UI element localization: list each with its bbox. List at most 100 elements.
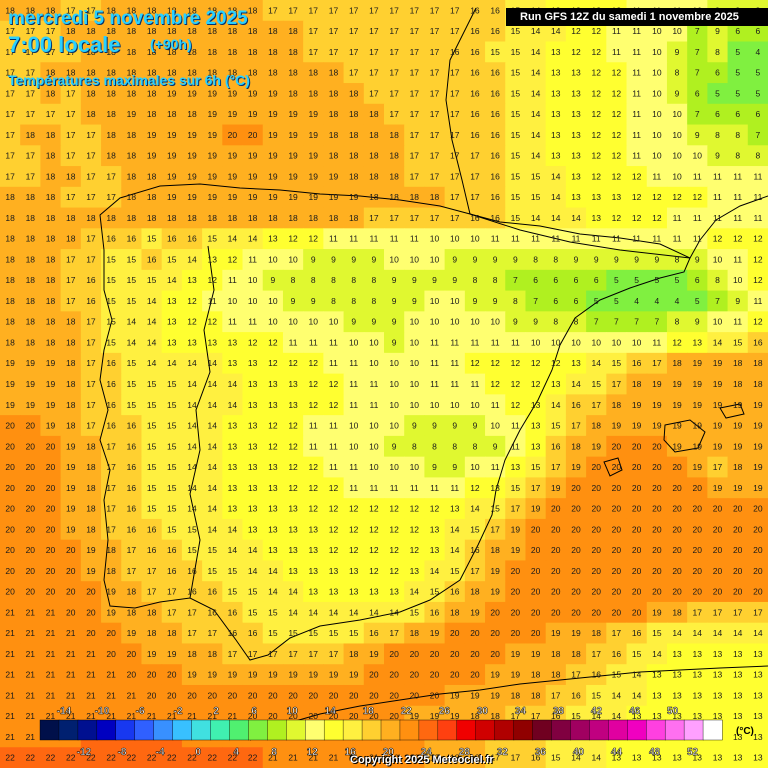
temperature-value: 19 bbox=[228, 171, 238, 181]
temperature-value: 20 bbox=[127, 670, 137, 680]
temperature-cell bbox=[363, 415, 385, 437]
temperature-cell bbox=[565, 41, 587, 63]
temperature-cell bbox=[666, 415, 688, 437]
temperature-value: 20 bbox=[329, 690, 339, 700]
temperature-cell bbox=[404, 435, 426, 458]
temperature-value: 12 bbox=[713, 234, 723, 244]
temperature-cell bbox=[181, 249, 203, 271]
temperature-value: 16 bbox=[127, 483, 137, 493]
temperature-value: 12 bbox=[268, 421, 278, 431]
legend-swatch bbox=[58, 719, 79, 741]
temperature-cell bbox=[60, 249, 82, 271]
temperature-value: 16 bbox=[147, 545, 157, 555]
temperature-cell bbox=[444, 20, 466, 43]
temperature-cell bbox=[323, 373, 345, 395]
temperature-value: 18 bbox=[66, 234, 76, 244]
temperature-cell bbox=[202, 103, 223, 126]
temperature-value: 21 bbox=[26, 670, 36, 680]
temperature-value: 20 bbox=[612, 504, 622, 514]
temperature-cell bbox=[60, 228, 82, 250]
temperature-cell bbox=[727, 415, 749, 437]
temperature-cell bbox=[262, 0, 284, 22]
temperature-cell bbox=[565, 249, 587, 271]
temperature-value: 19 bbox=[106, 587, 116, 597]
temperature-value: 19 bbox=[26, 358, 36, 368]
temperature-value: 13 bbox=[369, 587, 379, 597]
temperature-value: 8 bbox=[715, 130, 720, 140]
temperature-value: 9 bbox=[432, 421, 437, 431]
temperature-cell bbox=[525, 166, 547, 188]
temperature-cell bbox=[687, 332, 708, 354]
temperature-value: 20 bbox=[612, 524, 622, 534]
temperature-value: 15 bbox=[248, 587, 258, 597]
temperature-value: 18 bbox=[187, 213, 197, 223]
temperature-cell bbox=[141, 394, 163, 416]
temperature-value: 9 bbox=[533, 317, 538, 327]
temperature-cell bbox=[727, 145, 749, 167]
temperature-value: 16 bbox=[490, 171, 500, 181]
temperature-cell bbox=[323, 124, 345, 146]
temperature-value: 20 bbox=[46, 483, 56, 493]
temperature-value: 19 bbox=[733, 441, 743, 451]
temperature-cell bbox=[404, 394, 426, 416]
temperature-cell bbox=[101, 124, 122, 146]
temperature-value: 10 bbox=[672, 26, 682, 36]
temperature-cell bbox=[222, 394, 244, 416]
temperature-value: 21 bbox=[86, 670, 96, 680]
temperature-cell bbox=[40, 290, 62, 312]
temperature-value: 14 bbox=[571, 379, 581, 389]
temperature-cell bbox=[40, 435, 62, 458]
temperature-value: 15 bbox=[228, 587, 238, 597]
temperature-value: 17 bbox=[288, 649, 298, 659]
temperature-value: 17 bbox=[591, 400, 601, 410]
temperature-cell bbox=[687, 166, 708, 188]
temperature-value: 15 bbox=[187, 524, 197, 534]
temperature-value: 10 bbox=[490, 317, 500, 327]
temperature-value: 20 bbox=[450, 649, 460, 659]
temperature-value: 18 bbox=[591, 628, 601, 638]
temperature-value: 19 bbox=[66, 504, 76, 514]
temperature-value: 17 bbox=[410, 68, 420, 78]
temperature-value: 10 bbox=[430, 234, 440, 244]
temperature-value: 14 bbox=[248, 234, 258, 244]
temperature-value: 13 bbox=[753, 753, 763, 763]
temperature-value: 16 bbox=[470, 88, 480, 98]
legend-label-top: -2 bbox=[174, 706, 183, 717]
temperature-cell bbox=[444, 62, 466, 84]
temperature-value: 8 bbox=[351, 275, 356, 285]
temperature-value: 17 bbox=[612, 628, 622, 638]
temperature-value: 11 bbox=[390, 234, 399, 244]
temperature-cell bbox=[40, 0, 62, 22]
temperature-value: 10 bbox=[248, 296, 258, 306]
temperature-value: 17 bbox=[511, 504, 521, 514]
temperature-cell bbox=[141, 415, 163, 437]
temperature-cell bbox=[384, 415, 405, 437]
temperature-cell bbox=[20, 20, 42, 43]
temperature-cell bbox=[687, 41, 708, 63]
temperature-cell bbox=[525, 435, 547, 458]
temperature-cell bbox=[687, 373, 708, 395]
temperature-cell bbox=[0, 373, 21, 395]
temperature-value: 19 bbox=[167, 649, 177, 659]
temperature-value: 18 bbox=[5, 296, 15, 306]
temperature-value: 13 bbox=[733, 649, 743, 659]
temperature-value: 17 bbox=[430, 88, 440, 98]
temperature-value: 17 bbox=[268, 649, 278, 659]
temperature-cell bbox=[485, 103, 506, 126]
temperature-value: 19 bbox=[753, 400, 763, 410]
temperature-value: 10 bbox=[369, 462, 379, 472]
temperature-value: 19 bbox=[652, 400, 662, 410]
temperature-value: 14 bbox=[470, 504, 480, 514]
temperature-cell bbox=[60, 352, 82, 375]
temperature-cell bbox=[464, 352, 486, 375]
temperature-value: 18 bbox=[288, 68, 298, 78]
temperature-cell bbox=[727, 207, 749, 229]
temperature-value: 15 bbox=[106, 254, 116, 264]
temperature-cell bbox=[262, 269, 284, 292]
temperature-value: 16 bbox=[470, 5, 480, 15]
temperature-value: 19 bbox=[288, 130, 298, 140]
temperature-value: 11 bbox=[430, 358, 439, 368]
temperature-cell bbox=[505, 373, 527, 395]
temperature-value: 19 bbox=[127, 109, 137, 119]
temperature-value: 18 bbox=[5, 337, 15, 347]
